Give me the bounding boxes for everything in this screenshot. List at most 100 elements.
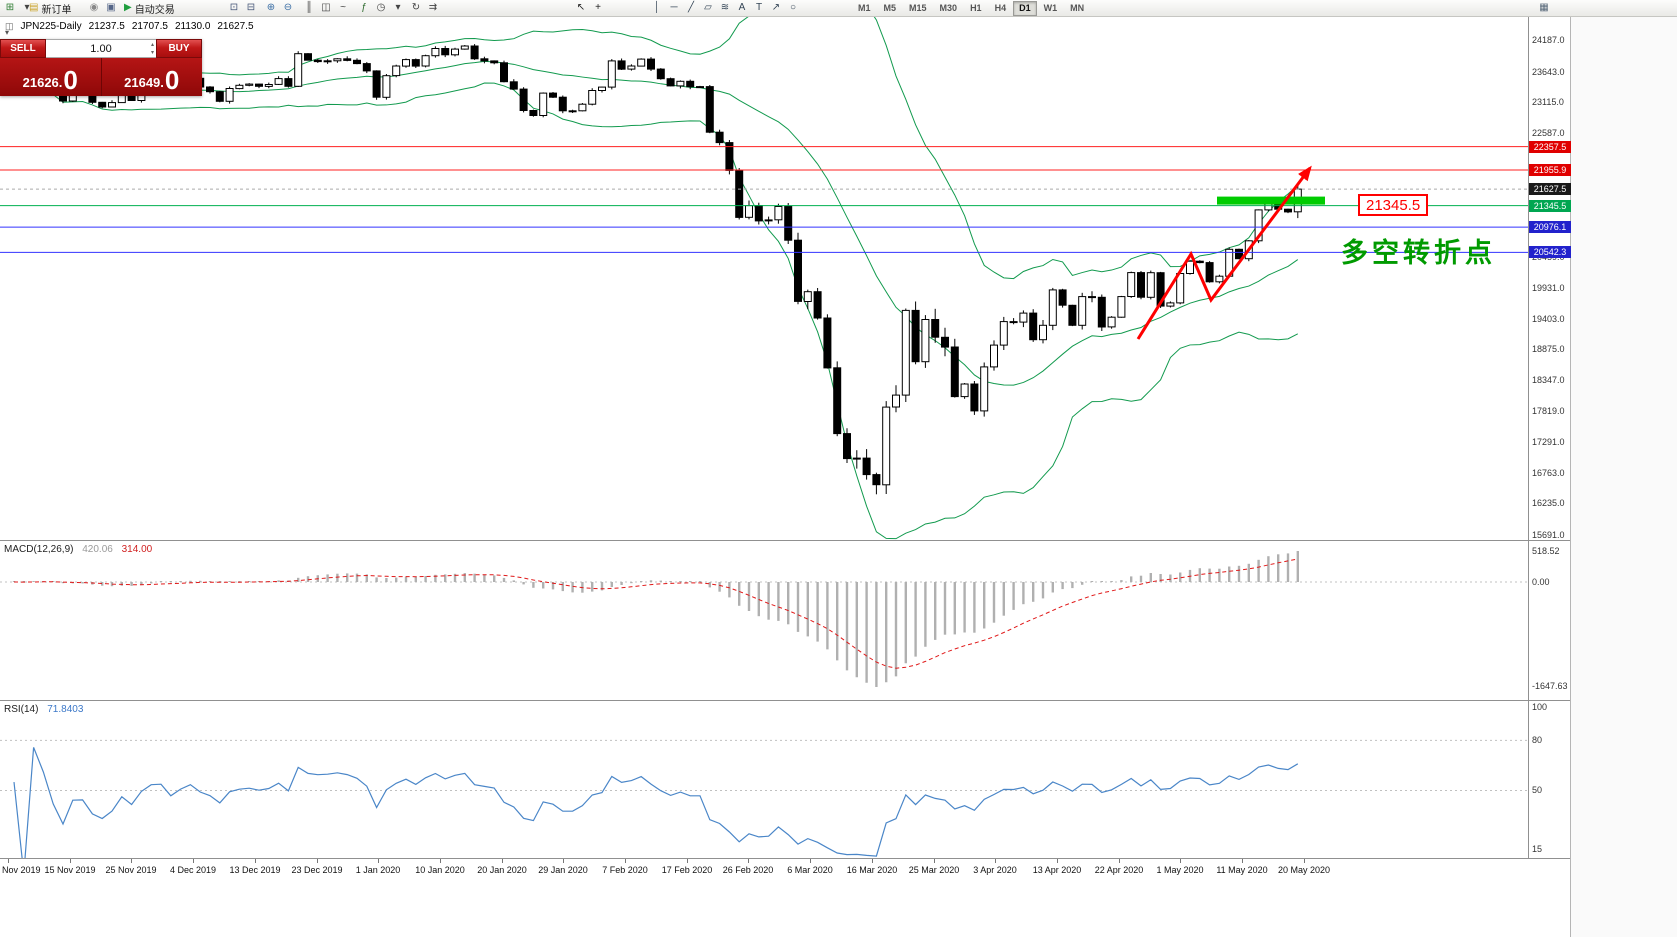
timeframe-d1[interactable]: D1 [1013, 0, 1037, 16]
buy-button[interactable]: BUY [156, 39, 202, 58]
trendline-icon[interactable]: ╱ [683, 1, 699, 16]
price-level-label[interactable]: 21345.5 [1358, 194, 1429, 216]
time-axis-tick [934, 859, 935, 863]
vertical-line-icon[interactable]: │ [649, 1, 665, 16]
one-click-collapse-icon[interactable]: ▾ [5, 28, 10, 37]
horizontal-line-icon[interactable]: ─ [666, 1, 682, 16]
buy-price-display[interactable]: 21649. 0 [101, 58, 202, 96]
date-label: 20 May 2020 [1277, 865, 1331, 875]
lot-decrement-icon[interactable]: ▾ [150, 50, 154, 56]
price-scale-label: 17291.0 [1532, 437, 1565, 447]
arrow-tool-icon[interactable]: ↗ [768, 1, 784, 16]
price-scale-label: 19403.0 [1532, 314, 1565, 324]
bar-chart-icon-glyph: ║ [305, 2, 313, 13]
channel-icon[interactable]: ▱ [700, 1, 716, 16]
macd-panel[interactable]: MACD(12,26,9) 420.06 314.00 [0, 540, 1528, 700]
tile-windows-icon[interactable]: ⊡ [226, 1, 242, 16]
market-watch-icon[interactable]: ▣ [103, 1, 119, 16]
macd-canvas[interactable] [0, 541, 1528, 701]
timeframe-m30[interactable]: M30 [939, 3, 958, 13]
cursor-icon[interactable]: ↖ [573, 1, 589, 16]
date-label: 16 Mar 2020 [846, 865, 898, 875]
auto-scroll-icon-glyph: ↻ [411, 2, 421, 13]
auto-scroll-icon[interactable]: ↻ [408, 1, 424, 16]
templates-icon-glyph: ▾ [395, 2, 401, 13]
line-chart-icon-glyph: ~ [340, 2, 346, 13]
bar-chart-icon[interactable]: ║ [301, 1, 317, 16]
autotrading-button[interactable]: ▶ 自动交易 [122, 1, 177, 16]
indicators-icon[interactable]: ƒ [356, 1, 372, 16]
macd-histogram [12, 551, 1300, 687]
shapes-icon[interactable]: ○ [785, 1, 801, 16]
rsi-panel[interactable]: RSI(14) 71.8403 [0, 700, 1528, 859]
time-axis-tick [70, 859, 71, 863]
toolbar-group: │ ─ ╱ ▱ ≋ A T ↗ ○ [649, 0, 801, 16]
trend-arrow[interactable] [1136, 165, 1312, 340]
rsi-axis-label: 100 [1532, 702, 1548, 712]
price-chart-canvas[interactable] [0, 17, 1528, 540]
templates-icon[interactable]: ▾ [390, 1, 406, 16]
green-highlight-bar[interactable] [1217, 196, 1325, 205]
timeframe-w1[interactable]: W1 [1043, 3, 1058, 13]
label-tool-icon[interactable]: T [751, 1, 767, 16]
macd-axis-label: 518.52 [1532, 546, 1560, 556]
rsi-header: RSI(14) 71.8403 [4, 704, 83, 715]
price-marker-21627.5: 21627.5 [1529, 183, 1571, 195]
horizontal-line-icon-glyph: ─ [670, 2, 678, 13]
timeframe-m1[interactable]: M1 [858, 3, 871, 13]
periods-icon[interactable]: ◷ [373, 1, 389, 16]
crosshair-icon[interactable]: + [590, 1, 606, 16]
price-axis[interactable]: 24187.023643.023115.022587.020459.019931… [1528, 17, 1571, 540]
one-click-trading-panel: SELL 1.00 ▴ ▾ BUY 21626. 0 21649. 0 [0, 39, 202, 96]
chart-list-icon-glyph: ▾ [24, 2, 30, 13]
macd-signal-line [13, 558, 1298, 669]
new-order-button[interactable]: ▤ 新订单 [27, 1, 73, 16]
timeframe-h4[interactable]: H4 [994, 3, 1007, 13]
time-axis-tick [1180, 859, 1181, 863]
text-tool-icon-glyph: A [738, 2, 746, 13]
date-label: 7 Feb 2020 [602, 865, 648, 875]
lot-size-value[interactable]: 1.00 [90, 42, 112, 55]
new-chart-icon-glyph: ⊞ [5, 2, 15, 13]
fibonacci-icon[interactable]: ≋ [717, 1, 733, 16]
time-axis-tick [748, 859, 749, 863]
timeframe-m15[interactable]: M15 [909, 3, 927, 13]
chart-window[interactable]: ◫ JPN225-Daily 21237.5 21707.5 21130.0 2… [0, 17, 1528, 540]
price-scale-label: 19931.0 [1532, 283, 1565, 293]
macd-axis[interactable]: 518.52 0.00 -1647.63 [1528, 540, 1570, 700]
line-chart-icon[interactable]: ~ [335, 1, 351, 16]
zoom-in-icon[interactable]: ⊕ [263, 1, 279, 16]
channel-icon-glyph: ▱ [704, 2, 712, 13]
zoom-out-icon[interactable]: ⊖ [280, 1, 296, 16]
chart-shift-icon[interactable]: ⇉ [425, 1, 441, 16]
rsi-axis-label: 80 [1532, 735, 1543, 745]
lot-increment-icon[interactable]: ▴ [150, 42, 154, 48]
lot-size-field[interactable]: 1.00 ▴ ▾ [46, 39, 156, 58]
shapes-icon-glyph: ○ [789, 2, 797, 13]
fibonacci-icon-glyph: ≋ [720, 2, 730, 13]
alerts-icon[interactable]: ◉ [86, 1, 102, 16]
new-chart-icon[interactable]: ⊞ [2, 1, 18, 16]
candlestick-chart-icon[interactable]: ◫ [318, 1, 334, 16]
time-axis[interactable]: Nov 2019 15 Nov 2019 25 Nov 2019 4 Dec 2019… [0, 858, 1570, 880]
date-label: 11 May 2020 [1216, 865, 1268, 875]
chart-list-icon[interactable]: ▾ [19, 1, 35, 16]
chart-title: ◫ JPN225-Daily 21237.5 21707.5 21130.0 2… [5, 21, 254, 32]
lot-stepper[interactable]: ▴ ▾ [151, 41, 154, 57]
timeframe-m5[interactable]: M5 [883, 3, 897, 13]
sell-price-display[interactable]: 21626. 0 [0, 58, 102, 96]
price-scale-label: 16235.0 [1532, 498, 1565, 508]
time-axis-tick [810, 859, 811, 863]
sell-button[interactable]: SELL [0, 39, 46, 58]
turning-point-text[interactable]: 多空转折点 [1341, 238, 1496, 268]
date-label: 25 Mar 2020 [908, 865, 960, 875]
rsi-canvas[interactable] [0, 701, 1528, 859]
rsi-axis[interactable]: 100 80 50 15 [1528, 700, 1570, 858]
timeframe-mn[interactable]: MN [1070, 3, 1085, 13]
text-tool-icon[interactable]: A [734, 1, 750, 16]
timeframe-h1[interactable]: H1 [970, 3, 982, 13]
grid-icon[interactable]: ▦ [1536, 1, 1552, 16]
cascade-windows-icon[interactable]: ⊟ [243, 1, 259, 16]
bollinger-lower-band [13, 82, 1299, 540]
time-axis-tick [1119, 859, 1120, 863]
